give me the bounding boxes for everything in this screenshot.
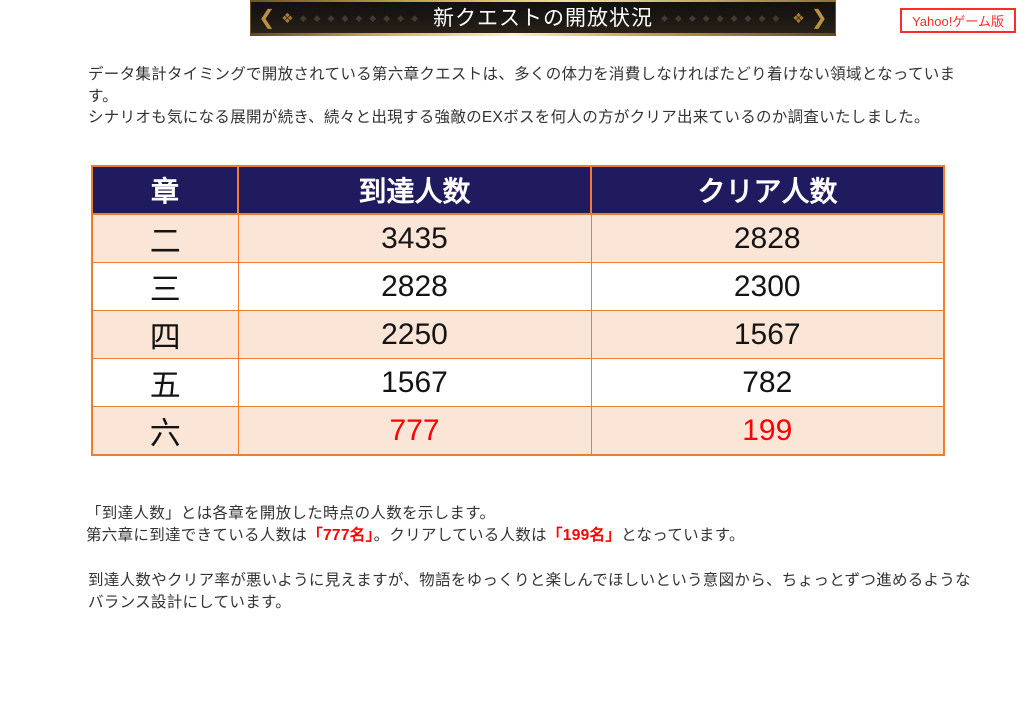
cleared-cell-highlighted: 199: [590, 406, 945, 456]
page-title: 新クエストの開放状況: [433, 7, 653, 30]
note-stats-middle: 。クリアしている人数は: [373, 527, 547, 544]
left-chevron-ornament-icon: ❮: [258, 7, 276, 29]
chapter-cell: 二: [91, 213, 239, 263]
header-reached: 到達人数: [237, 166, 592, 215]
quest-progress-table: 章 到達人数 クリア人数 二 3435 2828 三 2828 2300 四: [91, 165, 945, 456]
intro-sentence-2: シナリオも気になる展開が続き、続々と出現する強敵のEXボスを何人の方がクリア出来…: [88, 109, 930, 126]
right-diamond-cluster-icon: ❖: [792, 10, 805, 26]
table-header-row: 章 到達人数 クリア人数: [91, 166, 945, 215]
intro-sentence-1: データ集計タイミングで開放されている第六章クエストは、多くの体力を消費しなければ…: [88, 66, 956, 105]
cleared-cell: 1567: [590, 310, 945, 359]
reached-cell-highlighted: 777: [237, 406, 592, 456]
right-diamond-row-icon: ◆◆◆◆◆◆◆◆◆: [661, 13, 787, 23]
left-diamond-row-icon: ◆◆◆◆◆◆◆◆◆: [299, 13, 425, 23]
intro-paragraph: データ集計タイミングで開放されている第六章クエストは、多くの体力を消費しなければ…: [88, 64, 980, 129]
cleared-count-highlight: 「199名」: [546, 527, 622, 544]
chapter-cell: 三: [91, 262, 239, 311]
reached-cell: 2828: [237, 262, 592, 311]
balance-note-paragraph: 到達人数やクリア率が悪いように見えますが、物語をゆっくりと楽しんでほしいという意…: [88, 572, 971, 611]
table-row: 四 2250 1567: [91, 310, 945, 359]
chapter-cell: 五: [91, 358, 239, 407]
cleared-cell: 2828: [590, 213, 945, 263]
note-stats-before: 第六章に到達できている人数は: [86, 527, 308, 544]
chapter-cell: 四: [91, 310, 239, 359]
header-chapter: 章: [91, 166, 239, 215]
left-diamond-cluster-icon: ❖: [281, 10, 294, 26]
note-definition-line: 「到達人数」とは各章を開放した時点の人数を示します。: [86, 505, 496, 522]
table-row: 二 3435 2828: [91, 213, 945, 263]
notes-block: 「到達人数」とは各章を開放した時点の人数を示します。 第六章に到達できている人数…: [86, 503, 986, 547]
yahoo-game-version-badge[interactable]: Yahoo!ゲーム版: [900, 8, 1016, 33]
note-stats-line: 第六章に到達できている人数は「777名」。クリアしている人数は「199名」となっ…: [86, 527, 745, 544]
note-stats-after: となっています。: [621, 527, 745, 544]
table-row: 三 2828 2300: [91, 262, 945, 311]
reached-cell: 1567: [237, 358, 592, 407]
right-chevron-ornament-icon: ❯: [810, 7, 828, 29]
cleared-cell: 2300: [590, 262, 945, 311]
title-banner: ❮ ❖ ◆◆◆◆◆◆◆◆◆ 新クエストの開放状況 ◆◆◆◆◆◆◆◆◆ ❖ ❯: [250, 0, 836, 36]
header-cleared: クリア人数: [590, 166, 945, 215]
reached-count-highlight: 「777名」: [307, 527, 374, 544]
table-row-highlighted: 六 777 199: [91, 406, 945, 456]
reached-cell: 2250: [237, 310, 592, 359]
table-row: 五 1567 782: [91, 358, 945, 407]
chapter-cell: 六: [91, 406, 239, 456]
reached-cell: 3435: [237, 213, 592, 263]
cleared-cell: 782: [590, 358, 945, 407]
